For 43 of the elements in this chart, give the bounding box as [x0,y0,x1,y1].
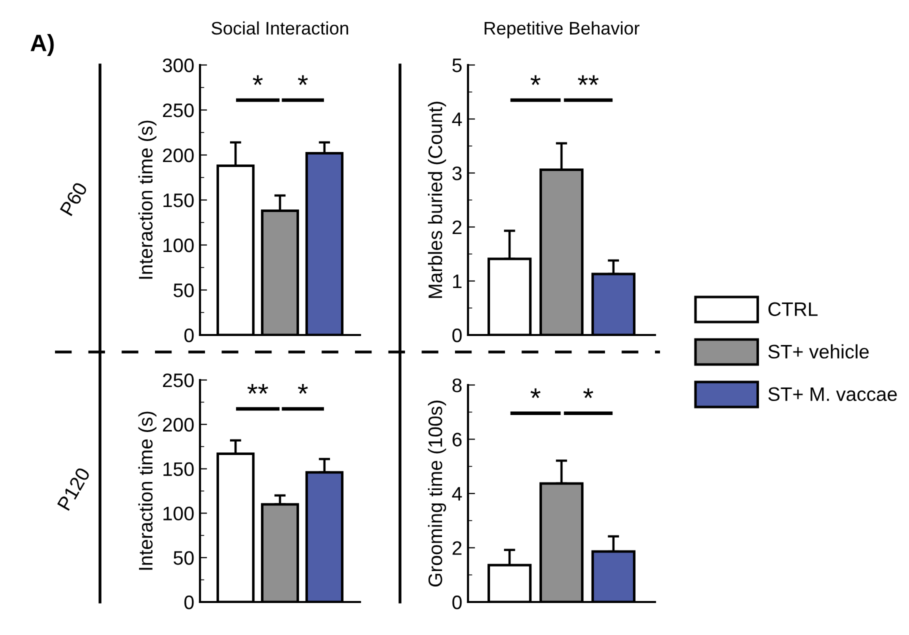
y-tick-label: 2 [452,220,462,234]
y-tick-label: 3 [452,166,462,180]
y-tick-label: 8 [452,378,462,392]
annotation: ** [247,384,268,394]
text: A) [30,34,54,56]
annotation: * [530,388,540,398]
y-axis-title: Marbles buried (Count) [428,102,446,298]
annotation: * [298,75,308,85]
y-tick-label: 50 [174,551,194,565]
y-tick-label: 250 [162,373,194,388]
y-tick-label: 50 [174,283,194,298]
y-tick-label: 0 [452,595,462,610]
y-tick-label: 6 [452,432,462,446]
y-tick-label: 0 [452,328,462,342]
y-tick-label: 1 [453,274,462,288]
y-tick-label: 5 [452,58,462,72]
chart-title: Social Interaction [212,21,348,35]
y-tick-label: 150 [163,462,194,476]
y-tick-label: 2 [452,541,462,555]
y-tick-label: 150 [163,193,194,208]
y-tick-label: 200 [162,148,194,162]
y-axis-title: Grooming time (100s) [428,400,446,587]
annotation: * [252,75,263,85]
legend-label: CTRL [768,302,818,316]
annotation: ** [578,75,599,85]
text: P60 [60,181,88,216]
annotation: * [298,384,308,394]
y-tick-label: 100 [163,238,194,252]
annotation: * [583,388,594,398]
y-tick-label: 4 [452,112,462,126]
y-tick-label: 100 [163,506,194,520]
y-tick-label: 250 [162,103,194,118]
y-axis-title: Interaction time (s) [138,412,156,570]
y-axis-title: Interaction time (s) [138,120,156,279]
legend-label: ST+ vehicle [768,344,869,359]
legend-label: ST+ M. vaccae [768,387,897,402]
annotation: * [530,75,540,85]
chart-title: Repetitive Behavior [484,21,640,38]
y-tick-label: 0 [184,595,194,610]
y-tick-label: 200 [162,418,194,432]
y-tick-label: 0 [184,328,194,342]
y-tick-label: 300 [162,58,194,72]
y-tick-label: 4 [452,487,462,501]
